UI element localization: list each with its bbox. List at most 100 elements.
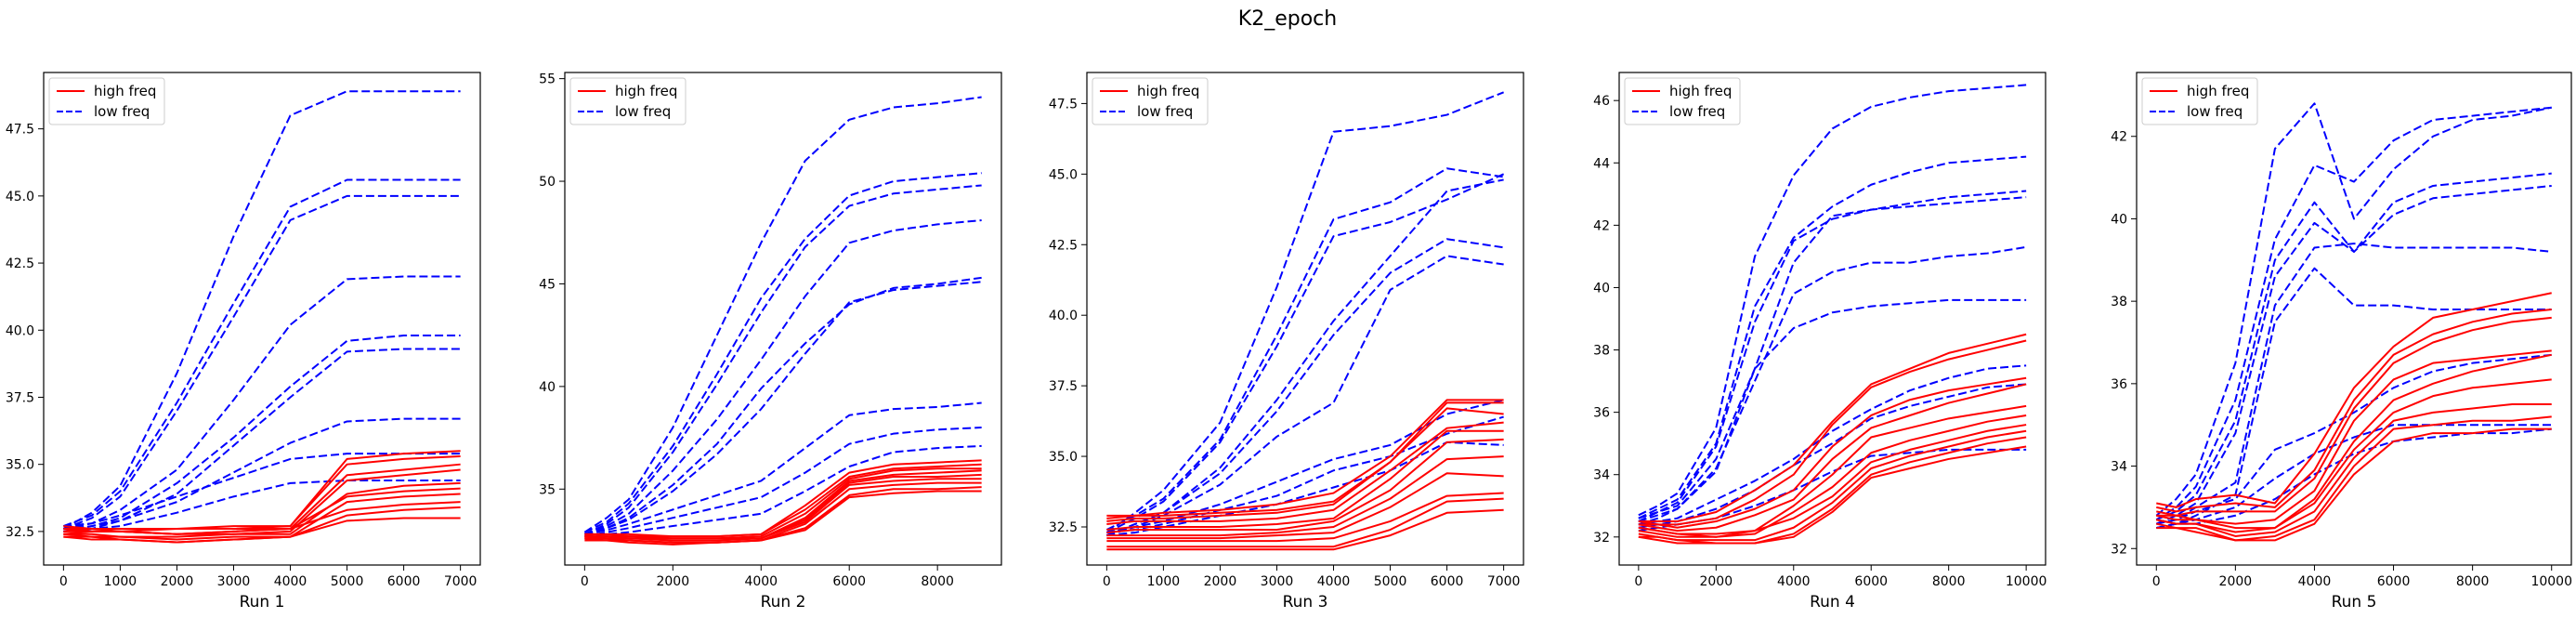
y-tick-label: 34 <box>1593 468 1610 483</box>
low-freq-line-1 <box>1105 91 1505 533</box>
y-tick-label: 40 <box>539 380 556 395</box>
x-tick-label: 4000 <box>274 574 307 589</box>
y-tick-label: 42.5 <box>6 256 34 271</box>
low-freq-line-3 <box>1105 173 1505 533</box>
y-tick-label: 35 <box>539 482 556 497</box>
axes-frame <box>564 72 1002 566</box>
x-axis-label: Run 3 <box>1283 593 1328 611</box>
high-freq-line-9 <box>2156 427 2552 542</box>
x-tick-label: 6000 <box>2377 574 2411 589</box>
low-freq-line-8 <box>63 453 461 528</box>
y-tick-label: 32 <box>2111 542 2127 557</box>
x-tick-label: 8000 <box>1932 574 1966 589</box>
x-tick-label: 10000 <box>2530 574 2572 589</box>
high-freq-line-8 <box>2156 415 2552 542</box>
x-tick-label: 0 <box>1103 574 1111 589</box>
y-tick-label: 47.5 <box>6 123 34 138</box>
high-freq-line-3 <box>584 467 982 540</box>
high-freq-line-2 <box>1106 401 1504 517</box>
x-tick-label: 4000 <box>1317 574 1351 589</box>
low-freq-line-2 <box>1105 167 1504 531</box>
subplot-4: 0 2000 4000 6000 8000 10000 32 34 36 38 40 42 44 46 Ru… <box>1593 72 2046 611</box>
low-freq-line-2 <box>2155 106 2552 521</box>
x-tick-label: 4000 <box>1777 574 1811 589</box>
x-tick-label: 6000 <box>1431 574 1464 589</box>
high-freq-line-10 <box>1106 497 1504 548</box>
legend: high freq low freq <box>48 77 165 125</box>
x-tick-label: 4000 <box>744 574 778 589</box>
x-tick-label: 6000 <box>387 574 421 589</box>
low-freq-line-1 <box>2155 102 2552 517</box>
x-axis-label: Run 4 <box>1810 593 1855 611</box>
low-freq-line-6 <box>2156 267 2552 530</box>
low-freq-line-4 <box>63 275 461 530</box>
legend-low-freq-label: low freq <box>2187 103 2243 120</box>
high-freq-line-9 <box>1638 436 2027 545</box>
low-freq-line-5 <box>2156 243 2552 525</box>
x-tick-label: 6000 <box>832 574 866 589</box>
y-tick-label: 45.0 <box>6 190 34 204</box>
low-freq-line-1 <box>1638 84 2027 517</box>
low-freq-line-7 <box>1638 364 2027 526</box>
low-freq-line-6 <box>584 281 982 535</box>
x-axis-label: Run 1 <box>240 593 285 611</box>
x-tick-label: 2000 <box>1204 574 1237 589</box>
low-freq-line-3 <box>583 184 982 535</box>
y-tick-label: 32 <box>1593 531 1610 546</box>
high-freq-line-5 <box>1106 429 1504 532</box>
series-group <box>1638 84 2027 545</box>
y-tick-label: 32.5 <box>1049 520 1078 535</box>
x-tick-label: 8000 <box>921 574 954 589</box>
x-tick-label: 0 <box>581 574 589 589</box>
low-freq-line-6 <box>1638 298 2027 522</box>
legend: high freq low freq <box>2141 77 2258 125</box>
high-freq-line-9 <box>584 490 982 546</box>
high-freq-line-7 <box>2156 403 2552 537</box>
y-tick-label: 55 <box>539 72 556 87</box>
y-tick-label: 44 <box>1593 156 1610 171</box>
y-tick-label: 35.0 <box>1049 450 1078 465</box>
low-freq-line-6 <box>63 348 461 533</box>
legend-box <box>1624 77 1741 125</box>
legend: high freq low freq <box>1624 77 1741 125</box>
y-tick-label: 45.0 <box>1049 167 1078 182</box>
high-freq-line-2 <box>2156 309 2552 513</box>
legend-high-freq-label: high freq <box>1669 83 1732 99</box>
legend-box <box>48 77 165 125</box>
legend-high-freq-label: high freq <box>94 83 156 99</box>
high-freq-line-7 <box>1638 424 2027 535</box>
y-tick-label: 34 <box>2111 460 2127 475</box>
low-freq-line-9 <box>1638 448 2027 533</box>
x-axis-label: Run 5 <box>2332 593 2377 611</box>
high-freq-line-4 <box>1638 383 2027 533</box>
high-freq-line-5 <box>63 481 461 538</box>
high-freq-line-3 <box>2156 316 2552 517</box>
low-freq-line-5 <box>1105 238 1504 537</box>
low-freq-line-7 <box>63 417 461 531</box>
high-freq-line-11 <box>1106 508 1504 551</box>
y-tick-label: 47.5 <box>1049 97 1078 112</box>
y-tick-label: 46 <box>1593 94 1610 109</box>
low-freq-line-1 <box>62 90 461 530</box>
low-freq-line-8 <box>584 427 982 538</box>
high-freq-line-10 <box>1638 445 2027 545</box>
low-freq-line-8 <box>1106 415 1504 534</box>
legend-low-freq-label: low freq <box>615 103 671 120</box>
x-tick-label: 8000 <box>2456 574 2490 589</box>
x-tick-label: 5000 <box>1374 574 1407 589</box>
high-freq-line-9 <box>1106 492 1504 543</box>
high-freq-line-3 <box>1638 376 2027 529</box>
y-tick-label: 45 <box>539 277 556 292</box>
subplot-2: 0 2000 4000 6000 8000 35 40 45 50 55 Run 2 high fre… <box>539 72 1002 611</box>
y-tick-label: 42 <box>2111 130 2127 145</box>
legend-high-freq-label: high freq <box>1137 83 1199 99</box>
legend-box <box>2141 77 2258 125</box>
low-freq-line-4 <box>584 219 982 535</box>
y-tick-label: 50 <box>539 175 556 190</box>
x-tick-label: 1000 <box>1147 574 1181 589</box>
high-freq-line-9 <box>63 506 461 544</box>
y-tick-label: 38 <box>1593 344 1610 359</box>
legend-low-freq-label: low freq <box>1137 103 1193 120</box>
subplot-1: 0 1000 2000 3000 4000 5000 6000 7000 32.5 35.0 37.… <box>6 72 481 611</box>
